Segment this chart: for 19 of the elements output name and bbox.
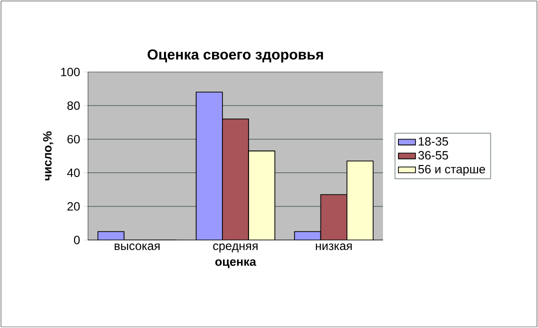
bar: [320, 194, 348, 240]
y-axis-title: число,%: [43, 131, 54, 180]
x-axis-title: оценка: [215, 259, 256, 268]
x-tick-label: высокая: [114, 244, 160, 250]
y-tick-label: 100: [61, 68, 80, 76]
legend-label: 36-55: [418, 151, 448, 160]
chart-title: Оценка своего здоровья: [148, 49, 323, 62]
y-tick-label: 0: [74, 236, 80, 244]
bar: [346, 160, 374, 240]
x-tick-label: низкая: [316, 244, 352, 250]
y-tick-label: 80: [67, 101, 80, 110]
legend-label: 18-35: [418, 137, 448, 146]
y-tick-label: 20: [67, 202, 80, 211]
x-tick-label: средняя: [213, 244, 258, 252]
bar: [222, 118, 250, 240]
bar: [248, 150, 276, 240]
legend-label: 56 и старше: [418, 164, 486, 176]
y-tick-label: 60: [67, 134, 80, 144]
y-tick-label: 40: [67, 168, 80, 178]
